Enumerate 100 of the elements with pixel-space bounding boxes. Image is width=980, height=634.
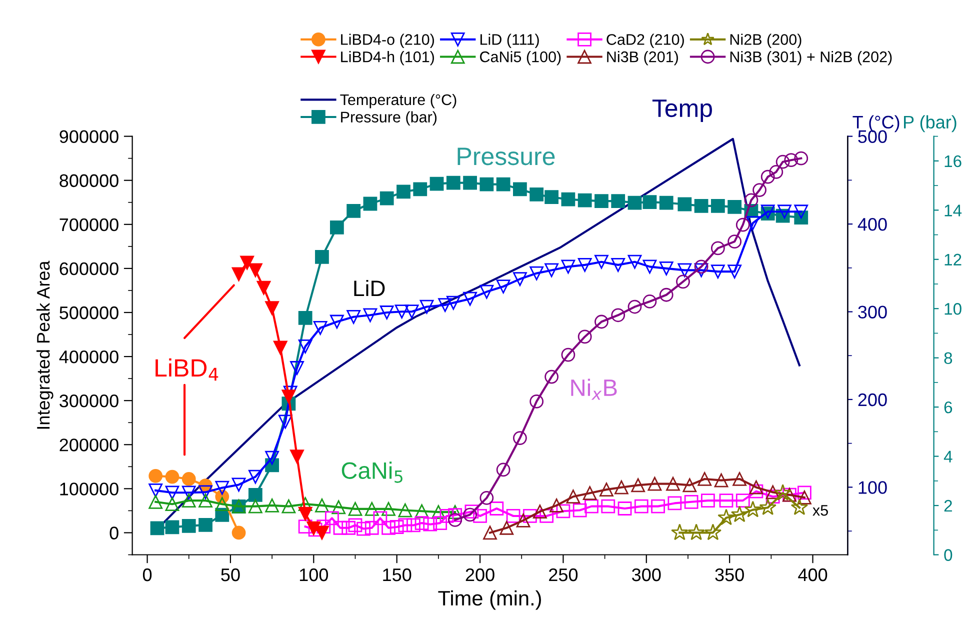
- point: [728, 264, 742, 278]
- point: [728, 200, 742, 214]
- y-tick-label: 700000: [60, 218, 118, 232]
- point: [406, 518, 420, 532]
- point: [165, 497, 180, 512]
- point: [150, 521, 164, 536]
- point: [659, 196, 674, 210]
- point: [342, 520, 356, 535]
- point: [666, 476, 680, 491]
- point: [530, 187, 544, 202]
- point: [561, 192, 576, 206]
- point: [440, 509, 454, 523]
- point: [265, 301, 279, 316]
- point: [730, 506, 748, 522]
- point: [298, 339, 312, 354]
- point: [671, 524, 688, 540]
- point: [659, 262, 674, 276]
- point: [290, 450, 304, 464]
- point: [382, 502, 396, 516]
- point: [676, 274, 690, 289]
- text: Temp: [652, 100, 712, 122]
- point: [530, 266, 544, 280]
- y-tick-label: 0: [110, 526, 118, 540]
- point: [774, 484, 792, 501]
- y3-tick-label: 2: [944, 500, 952, 512]
- point: [413, 182, 428, 196]
- point: [794, 151, 808, 166]
- point: [561, 260, 576, 274]
- point: [651, 499, 665, 514]
- point: [561, 348, 576, 362]
- y3-tick-label: 8: [944, 352, 952, 364]
- point: [232, 267, 246, 282]
- point: [148, 468, 163, 483]
- point: [752, 183, 766, 197]
- point: [182, 494, 196, 508]
- point: [506, 509, 520, 523]
- point: [584, 499, 598, 514]
- point: [182, 472, 196, 486]
- point: [628, 196, 642, 210]
- y-tick-label: 500000: [60, 306, 118, 320]
- point: [760, 170, 775, 184]
- point: [678, 263, 692, 278]
- point: [684, 494, 698, 509]
- annotation: Pressure: [458, 148, 555, 166]
- point: [380, 191, 394, 206]
- point: [363, 308, 378, 322]
- point: [500, 520, 514, 535]
- point: [298, 520, 312, 534]
- point: [628, 254, 642, 269]
- legend-label: Temperature (°C): [340, 94, 456, 108]
- point: [356, 522, 370, 536]
- point: [373, 511, 388, 526]
- x-tick-label: 250: [549, 568, 578, 582]
- point: [480, 177, 494, 192]
- point: [256, 280, 271, 295]
- point: [496, 177, 510, 192]
- point: [215, 480, 230, 495]
- point: [414, 516, 429, 530]
- point: [423, 517, 438, 532]
- annotation: Ni$_{x}$B: [571, 378, 617, 400]
- point: [648, 476, 662, 491]
- y3-tick-label: 12: [944, 254, 962, 266]
- legend-label: Ni3B (301) + Ni2B (202): [730, 51, 892, 66]
- point: [398, 503, 412, 518]
- point: [769, 165, 784, 179]
- point: [182, 519, 196, 533]
- legend-label: Ni3B (201): [607, 51, 678, 66]
- point: [618, 502, 632, 516]
- point: [634, 499, 648, 514]
- point: [544, 263, 559, 278]
- point: [480, 490, 494, 505]
- point: [496, 462, 510, 477]
- point: [240, 256, 254, 270]
- x-tick-label: 50: [221, 568, 240, 582]
- point: [332, 500, 346, 514]
- point: [198, 518, 212, 532]
- point: [631, 478, 646, 492]
- point: [578, 193, 592, 208]
- point: [694, 263, 708, 278]
- point: [315, 526, 329, 540]
- point: [382, 520, 396, 535]
- y-tick-label: 800000: [60, 174, 118, 188]
- point: [448, 508, 462, 522]
- point: [396, 184, 410, 199]
- point: [611, 194, 626, 208]
- point: [298, 311, 312, 325]
- point: [694, 260, 708, 274]
- point: [736, 494, 750, 508]
- y3-tick-label: 4: [944, 450, 952, 462]
- point: [701, 494, 715, 508]
- y-tick-label: 300000: [60, 394, 118, 408]
- point: [348, 502, 362, 516]
- point: [572, 503, 587, 518]
- point: [704, 524, 722, 540]
- point: [718, 508, 735, 526]
- point: [578, 330, 592, 344]
- point: [594, 194, 608, 208]
- x-tick-label: 0: [142, 568, 152, 582]
- y-tick-label: 200000: [60, 438, 118, 452]
- legend-label: CaNi5 (100): [480, 51, 561, 66]
